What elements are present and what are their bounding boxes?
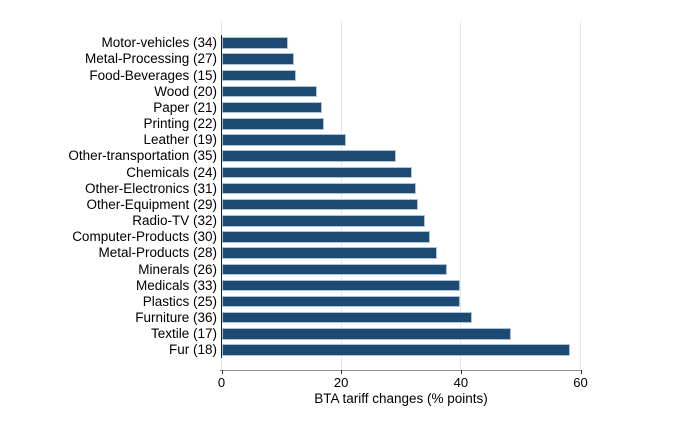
bar-track xyxy=(222,35,581,51)
category-label: Wood (20) xyxy=(154,83,217,99)
bar-printing xyxy=(222,118,325,130)
bar-track xyxy=(222,51,581,67)
x-tick-label-40: 40 xyxy=(453,375,469,390)
bar-row: Textile (17) xyxy=(0,326,581,342)
bar-row: Medicals (33) xyxy=(0,277,581,293)
bar-row: Motor-vehicles (34) xyxy=(0,35,581,51)
bar-row: Leather (19) xyxy=(0,132,581,148)
bar-track xyxy=(222,213,581,229)
bar-track xyxy=(222,83,581,99)
bar-metal-processing xyxy=(222,53,294,65)
bar-track xyxy=(222,245,581,261)
category-label: Metal-Products (28) xyxy=(98,245,217,261)
x-tick-label-20: 20 xyxy=(333,375,349,390)
bar-row: Wood (20) xyxy=(0,83,581,99)
category-label: Metal-Processing (27) xyxy=(84,51,217,67)
category-label: Minerals (26) xyxy=(138,261,217,277)
bar-row: Other-Equipment (29) xyxy=(0,197,581,213)
category-label: Chemicals (24) xyxy=(126,164,217,180)
x-axis-tick-60 xyxy=(580,369,582,374)
bar-track xyxy=(222,100,581,116)
bar-track xyxy=(222,229,581,245)
bar-plastics xyxy=(222,295,461,308)
bar-row: Chemicals (24) xyxy=(0,164,581,180)
bar-track xyxy=(222,164,581,180)
bar-track xyxy=(222,148,581,164)
bar-other-electronics xyxy=(222,182,416,195)
bar-textile xyxy=(222,328,511,340)
bar-track xyxy=(222,197,581,213)
x-tick-label-60: 60 xyxy=(573,375,588,390)
bar-track xyxy=(222,180,581,196)
bar-row: Minerals (26) xyxy=(0,261,581,277)
category-label: Computer-Products (30) xyxy=(72,229,217,245)
category-label: Other-Electronics (31) xyxy=(84,180,217,196)
bar-track xyxy=(222,294,581,310)
bar-leather xyxy=(222,134,347,146)
bar-metal-products xyxy=(222,247,438,259)
bar-other-equipment xyxy=(222,198,418,211)
category-label: Radio-TV (32) xyxy=(132,213,217,229)
category-label: Leather (19) xyxy=(143,132,217,148)
bar-row: Computer-Products (30) xyxy=(0,229,581,245)
category-label: Medicals (33) xyxy=(135,277,217,293)
bar-track xyxy=(222,132,581,148)
bar-medicals xyxy=(222,279,460,292)
bar-row: Other-transportation (35) xyxy=(0,148,581,164)
bar-track xyxy=(222,67,581,83)
bar-chemicals xyxy=(222,166,413,179)
x-axis-tick-20 xyxy=(341,369,343,374)
bar-row: Metal-Processing (27) xyxy=(0,51,581,67)
bar-furniture xyxy=(222,311,472,324)
bar-row: Plastics (25) xyxy=(0,294,581,310)
bar-track xyxy=(222,342,581,358)
bar-row: Food-Beverages (15) xyxy=(0,67,581,83)
x-axis-line xyxy=(220,369,582,371)
bar-row: Printing (22) xyxy=(0,116,581,132)
category-label: Textile (17) xyxy=(150,326,217,342)
bar-fur xyxy=(222,344,571,356)
category-label: Other-transportation (35) xyxy=(68,148,217,164)
bar-row: Furniture (36) xyxy=(0,310,581,326)
bar-motor-vehicles xyxy=(222,37,288,49)
category-label: Paper (21) xyxy=(153,99,217,115)
bar-food-beverages xyxy=(222,69,297,82)
bar-other-transportation xyxy=(222,150,397,162)
bar-track xyxy=(222,116,581,132)
x-axis-title: BTA tariff changes (% points) xyxy=(314,391,488,406)
category-label: Food-Beverages (15) xyxy=(89,67,217,83)
x-axis-tick-0 xyxy=(221,369,223,374)
category-label: Fur (18) xyxy=(168,342,217,358)
gridline-x-60 xyxy=(580,21,581,370)
category-label: Motor-vehicles (34) xyxy=(101,35,217,51)
category-label: Plastics (25) xyxy=(142,293,217,309)
category-label: Other-Equipment (29) xyxy=(86,196,217,212)
bar-track xyxy=(222,326,581,342)
category-label: Furniture (36) xyxy=(135,309,217,325)
x-tick-label-0: 0 xyxy=(217,375,226,390)
bar-rows: Motor-vehicles (34) Metal-Processing (27)… xyxy=(0,35,581,358)
bar-row: Other-Electronics (31) xyxy=(0,180,581,196)
bar-row: Metal-Products (28) xyxy=(0,245,581,261)
bar-track xyxy=(222,277,581,293)
gridline-x-20 xyxy=(340,21,342,370)
x-axis-tick-40 xyxy=(460,369,462,374)
bar-minerals xyxy=(222,263,447,276)
bar-computer-products xyxy=(222,231,431,243)
bar-track xyxy=(222,310,581,326)
bar-wood xyxy=(222,85,317,98)
category-axis-line xyxy=(220,35,222,358)
bar-track xyxy=(222,261,581,277)
category-label: Printing (22) xyxy=(143,116,217,132)
bar-radio-tv xyxy=(222,215,426,227)
bar-row: Radio-TV (32) xyxy=(0,213,581,229)
bar-row: Fur (18) xyxy=(0,342,581,358)
bar-paper xyxy=(222,101,322,114)
bar-row: Paper (21) xyxy=(0,100,581,116)
gridline-x-40 xyxy=(460,21,462,370)
